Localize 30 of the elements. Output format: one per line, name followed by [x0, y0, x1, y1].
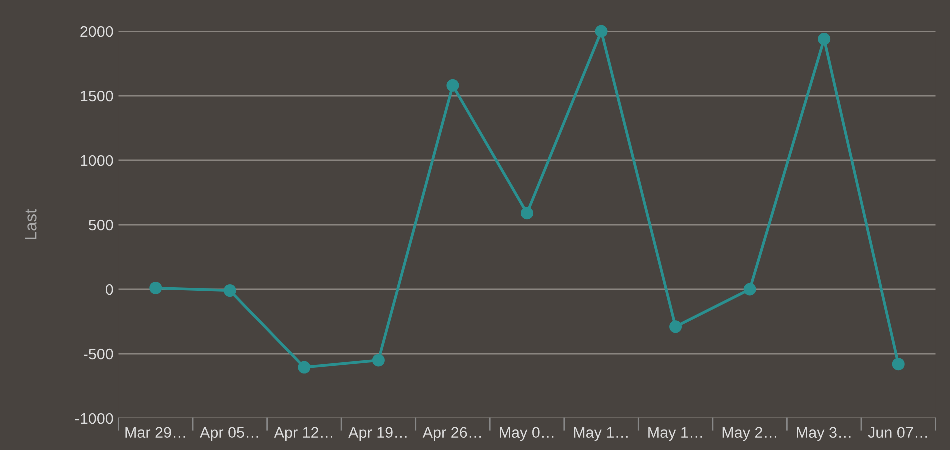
- x-tick-label: May 1…: [648, 427, 702, 442]
- y-axis-title: Last: [25, 209, 37, 240]
- y-tick-label: 0: [106, 284, 114, 296]
- y-tick-label: 2000: [80, 26, 114, 38]
- y-tick-label: -1000: [75, 413, 114, 424]
- y-tick-label: 1000: [81, 155, 114, 166]
- point: [818, 32, 831, 46]
- x-tick-label: Mar 29…: [126, 427, 186, 438]
- x-tick-label: May 3…: [797, 427, 851, 442]
- point: [298, 361, 311, 374]
- x-tick-label: May 2…: [722, 427, 776, 442]
- x-tick-label: May 0…: [500, 427, 554, 442]
- point: [595, 25, 608, 38]
- x-tick-label: May 1…: [574, 427, 628, 442]
- point: [150, 282, 162, 294]
- point: [224, 284, 236, 298]
- point: [892, 358, 905, 371]
- point: [670, 320, 682, 334]
- x-tick-label: Apr 12…: [274, 427, 333, 442]
- x-tick-label: Apr 05…: [200, 427, 258, 442]
- x-tick-label: Apr 26…: [422, 427, 482, 442]
- point: [446, 79, 460, 92]
- y-tick-label: 1500: [81, 90, 114, 102]
- y-tick-label: -500: [84, 348, 114, 360]
- x-tick-label: Apr 19…: [348, 427, 407, 442]
- point: [521, 207, 534, 220]
- y-tick-label: 500: [89, 220, 114, 231]
- point: [744, 283, 756, 296]
- x-tick-label: Jun 07…: [868, 427, 928, 438]
- point: [372, 354, 385, 367]
